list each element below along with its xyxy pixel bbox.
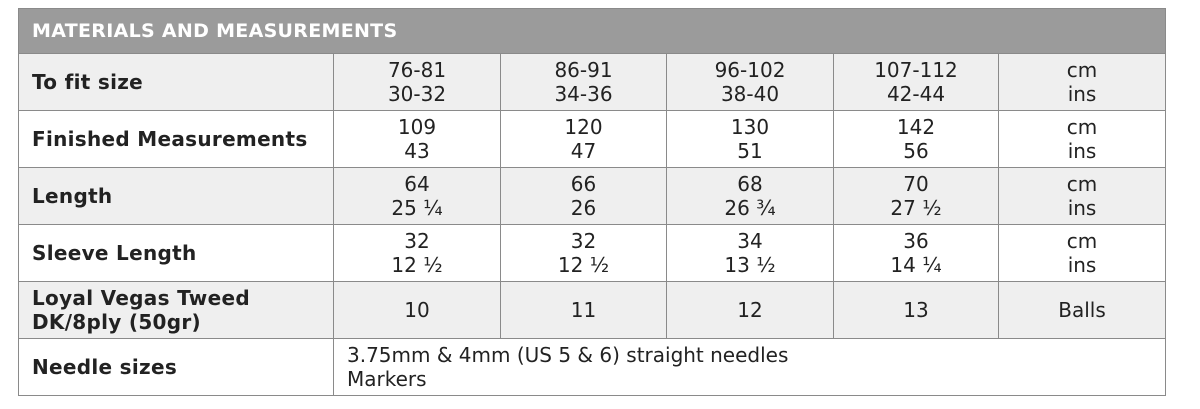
row-label: Sleeve Length [18,224,334,282]
cell-line: 26 ¾ [724,196,776,220]
row-label: Length [18,167,334,225]
cell-line: 26 [570,196,597,220]
table-row: To fit size 76-81 30-32 86-91 34-36 96-102 38-… [18,53,1167,111]
cell-line: 27 ½ [890,196,942,220]
cell-line: ins [1067,196,1097,220]
table-cell: 109 43 [333,110,501,168]
cell-line: 12 ½ [557,253,610,277]
table-cell: 107-112 42-44 [833,53,999,111]
cell-line: 3.75mm & 4mm (US 5 & 6) straight needles [347,343,789,367]
table-cell: 142 56 [833,110,999,168]
cell-line: Loyal Vegas Tweed [32,286,250,310]
cell-line: DK/8ply (50gr) [32,310,201,334]
cell-line: 14 ¼ [890,253,942,277]
cell-line: 36 [903,229,929,253]
table-row: Length 64 25 ¼ 66 26 68 26 ¾ 70 27 ½ cm ins [18,167,1167,225]
cell-line: 11 [570,298,597,322]
table-title: MATERIALS AND MEASUREMENTS [17,8,1167,54]
table-cell: 96-102 38-40 [666,53,834,111]
cell-line: 32 [404,229,430,253]
cell-line: 51 [737,139,763,163]
cell-line: 109 [397,115,437,139]
table-cell: 130 51 [666,110,834,168]
cell-line: cm [1066,58,1098,82]
cell-line: cm [1066,172,1098,196]
row-label: Loyal Vegas Tweed DK/8ply (50gr) [18,281,334,339]
cell-line: Markers [347,367,427,391]
cell-line: 64 [404,172,430,196]
cell-line: 10 [404,298,430,322]
cell-line: 12 [737,298,763,322]
table-cell: 12 [666,281,834,339]
table-cell: 13 [833,281,999,339]
cell-line: 25 ¼ [391,196,443,220]
row-label: To fit size [18,53,334,111]
materials-table-panel: MATERIALS AND MEASUREMENTS To fit size 76… [17,8,1167,396]
table-cell: 34 13 ½ [666,224,834,282]
cell-line: 13 ½ [724,253,776,277]
cell-line: 86-91 [554,58,613,82]
row-label: Needle sizes [18,338,334,396]
table-row: Needle sizes 3.75mm & 4mm (US 5 & 6) stra… [18,338,1167,396]
cell-line: ins [1067,82,1097,106]
table-row: Sleeve Length 32 12 ½ 32 12 ½ 34 13 ½ 36 14 ¼ cm i… [18,224,1167,282]
cell-line: 68 [737,172,763,196]
table-cell: 66 26 [500,167,667,225]
table-cell: cm ins [997,224,1167,282]
table-body: To fit size 76-81 30-32 86-91 34-36 96-102 38-… [18,53,1167,396]
table-cell: 36 14 ¼ [833,224,999,282]
cell-line: Sleeve Length [32,241,197,265]
cell-line: 70 [903,172,929,196]
cell-line: Needle sizes [32,355,178,379]
cell-line: Length [32,184,113,208]
cell-line: 76-81 [387,58,447,82]
table-cell: 10 [333,281,501,339]
table-cell: cm ins [997,110,1167,168]
cell-line: 38-40 [720,82,780,106]
cell-line: 130 [730,115,770,139]
cell-line: cm [1066,229,1098,253]
materials-table: MATERIALS AND MEASUREMENTS To fit size 76… [17,8,1167,396]
cell-line: 43 [404,139,430,163]
cell-line: 47 [570,139,597,163]
cell-line: cm [1066,115,1098,139]
table-cell: 11 [500,281,667,339]
table-cell: cm ins [997,167,1167,225]
table-cell: 32 12 ½ [333,224,501,282]
cell-line: 32 [570,229,597,253]
cell-line: 142 [896,115,936,139]
cell-line: 34 [737,229,763,253]
cell-line: 66 [570,172,597,196]
cell-line: ins [1067,139,1097,163]
table-cell: 3.75mm & 4mm (US 5 & 6) straight needles… [332,338,1167,396]
cell-line: Balls [1058,298,1106,322]
cell-line: 42-44 [886,82,946,106]
cell-line: ins [1067,253,1097,277]
cell-line: 34-36 [554,82,613,106]
cell-line: 13 [903,298,929,322]
table-cell: Balls [997,281,1167,339]
table-cell: cm ins [997,53,1167,111]
table-row: Finished Measurements 109 43 120 47 130 51 142 5… [18,110,1167,168]
table-cell: 32 12 ½ [500,224,667,282]
cell-line: 30-32 [387,82,447,106]
cell-line: 96-102 [714,58,786,82]
cell-line: 120 [564,115,603,139]
table-cell: 76-81 30-32 [333,53,501,111]
cell-line: Finished Measurements [32,127,308,151]
table-cell: 86-91 34-36 [500,53,667,111]
table-cell: 120 47 [500,110,667,168]
cell-line: 56 [903,139,929,163]
table-cell: 70 27 ½ [833,167,999,225]
table-cell: 68 26 ¾ [666,167,834,225]
cell-line: 12 ½ [391,253,443,277]
cell-line: To fit size [32,70,144,94]
header-row: MATERIALS AND MEASUREMENTS [17,8,1167,54]
table-cell: 64 25 ¼ [333,167,501,225]
row-label: Finished Measurements [18,110,334,168]
table-row: Loyal Vegas Tweed DK/8ply (50gr) 10 11 12 13 B… [18,281,1167,339]
cell-line: 107-112 [874,58,958,82]
